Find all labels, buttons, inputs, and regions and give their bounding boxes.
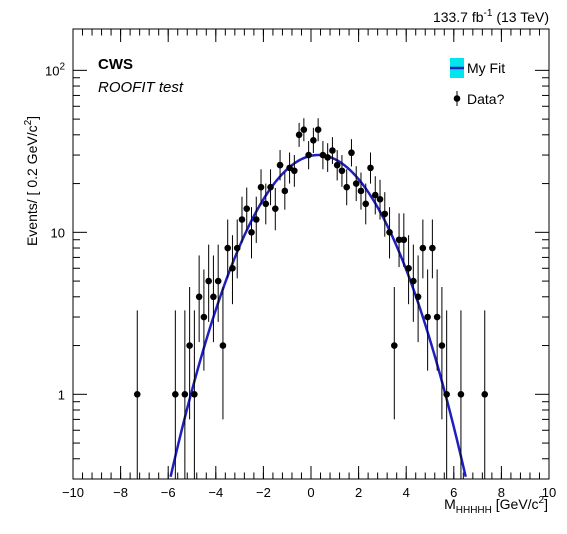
lumi-label: 133.7 fb-1 (13 TeV) (433, 8, 549, 25)
data-point (172, 391, 179, 398)
fit-curve (169, 153, 467, 478)
y-tick-label: 1 (58, 387, 65, 402)
data-point (262, 200, 270, 208)
legend-fit-label: My Fit (467, 60, 505, 76)
data-point (295, 131, 303, 139)
legend: My Fit Data? (450, 58, 505, 107)
x-tick-label: 4 (403, 485, 410, 500)
data-point (381, 210, 389, 218)
data-point (310, 136, 317, 144)
data-point (233, 244, 241, 252)
data-point (352, 180, 360, 187)
data-point (205, 277, 212, 285)
data-point (219, 342, 227, 349)
x-tick-label: −10 (62, 485, 84, 500)
data-point (391, 342, 398, 349)
data-point (133, 391, 141, 398)
data-point (438, 342, 446, 349)
data-point (272, 205, 279, 212)
data-point (338, 167, 346, 175)
data-point (248, 229, 255, 236)
data-point (257, 183, 265, 191)
data-point (357, 187, 365, 195)
data-point (286, 164, 293, 172)
data-point (376, 195, 384, 203)
x-tick-label: 10 (542, 485, 556, 500)
data-point (424, 313, 431, 321)
x-tick-label: 6 (450, 485, 457, 500)
data-point (405, 264, 412, 272)
data-point (229, 264, 236, 272)
data-point (343, 183, 351, 191)
data-point (324, 154, 331, 161)
data-point (214, 277, 222, 285)
data-point (195, 293, 203, 301)
data-point (443, 391, 450, 398)
data-point (314, 126, 322, 134)
data-point (333, 161, 341, 169)
data-point (191, 391, 198, 398)
x-tick-label: −2 (256, 485, 271, 500)
experiment-label: CWS (98, 56, 133, 73)
data-point (267, 183, 274, 191)
data-point (400, 236, 408, 244)
subtitle-label: ROOFIT test (98, 79, 184, 96)
data-point (386, 229, 393, 236)
data-point (291, 167, 298, 175)
legend-data-label: Data? (467, 91, 505, 107)
y-tick-label: 102 (45, 61, 65, 78)
y-axis-title: Events/ [ 0.2 GeV/c2] (23, 116, 40, 246)
data-point (395, 236, 403, 244)
data-point (276, 161, 284, 169)
data-point (371, 191, 379, 199)
data-point (181, 391, 189, 398)
data-point (281, 187, 289, 195)
data-point (210, 293, 217, 301)
x-tick-label: −4 (208, 485, 223, 500)
data-point (252, 216, 260, 223)
data-point (243, 205, 251, 212)
x-axis-title: MHHHHH [GeV/c2] (444, 495, 548, 516)
y-tick-label: 10 (51, 225, 65, 240)
data-point (362, 200, 370, 208)
data-point (367, 164, 374, 172)
data-point (457, 391, 465, 398)
data-point (429, 244, 436, 252)
data-point (200, 313, 208, 321)
data-point (419, 244, 427, 252)
data-point (224, 244, 231, 252)
x-tick-label: 2 (355, 485, 362, 500)
data-point (186, 342, 193, 349)
data-point (238, 216, 246, 223)
data-point (414, 293, 422, 301)
data-point (300, 126, 308, 134)
data-point (305, 151, 312, 159)
x-tick-label: −6 (161, 485, 176, 500)
x-tick-label: 0 (307, 485, 314, 500)
data-point (481, 391, 489, 398)
legend-data-marker (453, 95, 461, 102)
data-point (433, 313, 441, 321)
data-point (348, 149, 355, 157)
data-point (410, 277, 417, 285)
x-tick-label: 8 (498, 485, 505, 500)
x-tick-label: −8 (113, 485, 128, 500)
data-point (329, 147, 336, 154)
